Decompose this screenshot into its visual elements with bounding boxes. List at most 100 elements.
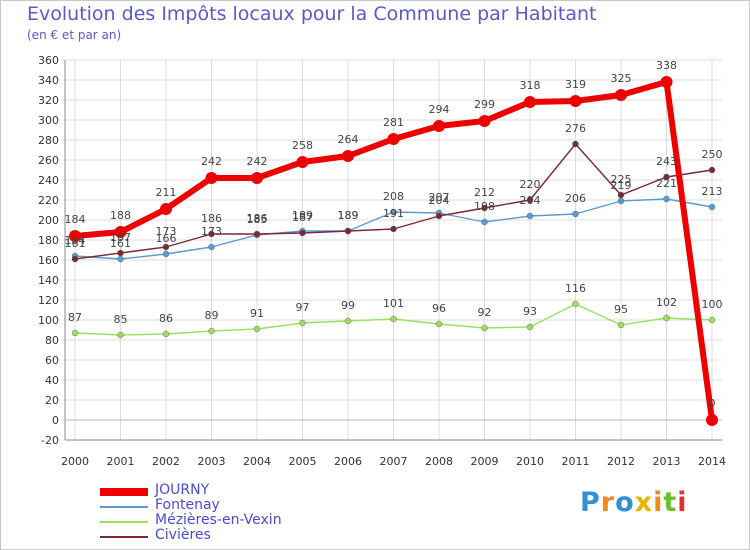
- data-label-journy: 184: [65, 213, 86, 226]
- legend-swatch: [100, 521, 148, 523]
- y-tick-label: 80: [45, 334, 59, 347]
- data-label-civieres: 167: [110, 231, 131, 244]
- data-label-mezieres-en-vexin: 102: [656, 296, 677, 309]
- data-point-civieres: [208, 230, 215, 238]
- y-tick-label: 20: [45, 394, 59, 407]
- data-point-civieres: [617, 191, 625, 199]
- data-point-civieres: [344, 227, 352, 235]
- data-label-journy: 258: [292, 139, 313, 152]
- data-label-journy: 264: [338, 133, 359, 146]
- data-point-journy: [660, 76, 673, 88]
- data-label-civieres: 189: [338, 209, 359, 222]
- y-tick-label: 280: [38, 134, 59, 147]
- data-label-fontenay: 213: [702, 185, 723, 198]
- y-tick-label: 180: [38, 234, 59, 247]
- data-label-mezieres-en-vexin: 92: [478, 306, 492, 319]
- data-label-mezieres-en-vexin: 93: [523, 305, 537, 318]
- y-tick-label: 40: [45, 374, 59, 387]
- data-point-fontenay: [526, 212, 534, 220]
- x-tick-label: 2002: [152, 455, 180, 468]
- data-point-mezieres-en-vexin: [71, 329, 79, 337]
- data-point-journy: [114, 226, 127, 238]
- data-label-mezieres-en-vexin: 91: [250, 307, 264, 320]
- data-point-civieres: [117, 249, 124, 257]
- data-label-journy: 325: [611, 72, 632, 85]
- data-label-civieres: 250: [702, 148, 723, 161]
- chart-subtitle: (en € et par an): [27, 28, 122, 42]
- data-label-fontenay: 189: [338, 209, 359, 222]
- data-label-journy: 294: [429, 103, 450, 116]
- data-label-journy: 281: [383, 116, 404, 129]
- data-label-journy: 338: [656, 59, 677, 72]
- data-label-fontenay: 207: [429, 191, 450, 204]
- data-label-mezieres-en-vexin: 87: [68, 311, 82, 324]
- data-label-civieres: 276: [565, 122, 586, 135]
- data-label-civieres: 186: [247, 212, 268, 225]
- data-label-mezieres-en-vexin: 95: [614, 303, 628, 316]
- data-label-civieres: 161: [65, 237, 86, 250]
- data-point-journy: [706, 414, 718, 426]
- data-point-civieres: [481, 204, 488, 212]
- data-point-fontenay: [481, 218, 488, 226]
- data-label-journy: 299: [474, 98, 495, 111]
- x-tick-label: 2008: [425, 455, 453, 468]
- y-tick-label: 0: [52, 414, 59, 427]
- x-tick-label: 2013: [653, 455, 681, 468]
- data-label-civieres: 191: [383, 207, 404, 220]
- data-label-mezieres-en-vexin: 96: [432, 302, 446, 315]
- data-label-mezieres-en-vexin: 99: [341, 299, 355, 312]
- data-point-journy: [569, 95, 582, 107]
- data-point-journy: [296, 156, 309, 168]
- data-point-civieres: [71, 255, 79, 263]
- data-point-journy: [478, 115, 491, 127]
- data-point-journy: [524, 96, 536, 108]
- chart-title: Evolution des Impôts locaux pour la Comm…: [27, 3, 597, 25]
- legend-swatch: [100, 536, 148, 538]
- x-tick-label: 2011: [562, 455, 590, 468]
- data-point-mezieres-en-vexin: [572, 300, 579, 308]
- data-point-civieres: [390, 225, 397, 233]
- data-label-mezieres-en-vexin: 100: [702, 298, 723, 311]
- data-point-civieres: [299, 229, 306, 237]
- y-tick-label: 360: [38, 54, 59, 67]
- data-label-fontenay: 198: [474, 200, 495, 213]
- data-label-fontenay: 206: [565, 192, 586, 205]
- data-label-civieres: 173: [156, 225, 177, 238]
- data-point-fontenay: [572, 210, 579, 218]
- data-label-mezieres-en-vexin: 116: [565, 282, 586, 295]
- y-tick-label: 120: [38, 294, 59, 307]
- data-point-fontenay: [162, 250, 170, 258]
- data-point-mezieres-en-vexin: [208, 327, 215, 335]
- legend-label: Fontenay: [155, 497, 220, 513]
- y-tick-label: 200: [38, 214, 59, 227]
- y-tick-label: 60: [45, 354, 59, 367]
- data-label-fontenay: 219: [611, 179, 632, 192]
- y-tick-label: 300: [38, 114, 59, 127]
- x-tick-label: 2009: [471, 455, 499, 468]
- data-label-mezieres-en-vexin: 101: [383, 297, 404, 310]
- data-point-mezieres-en-vexin: [663, 314, 670, 322]
- x-tick-label: 2012: [607, 455, 635, 468]
- x-tick-label: 2004: [243, 455, 271, 468]
- data-point-journy: [160, 203, 172, 215]
- y-tick-label: 320: [38, 94, 59, 107]
- logo-letter: x: [634, 487, 654, 518]
- data-label-fontenay: 204: [520, 194, 541, 207]
- x-tick-label: 2003: [198, 455, 226, 468]
- data-label-fontenay: 161: [110, 237, 131, 250]
- logo-letter: r: [600, 487, 616, 518]
- data-label-civieres: 225: [611, 173, 632, 186]
- data-point-fontenay: [663, 195, 670, 203]
- data-label-fontenay: 173: [201, 225, 222, 238]
- x-tick-label: 2010: [516, 455, 544, 468]
- y-tick-label: 220: [38, 194, 59, 207]
- data-label-civieres: 186: [201, 212, 222, 225]
- data-point-fontenay: [617, 197, 625, 205]
- data-point-journy: [342, 150, 354, 162]
- data-point-journy: [433, 120, 445, 132]
- series: [69, 76, 718, 426]
- data-label-journy: 242: [201, 155, 222, 168]
- x-tick-label: 2005: [289, 455, 317, 468]
